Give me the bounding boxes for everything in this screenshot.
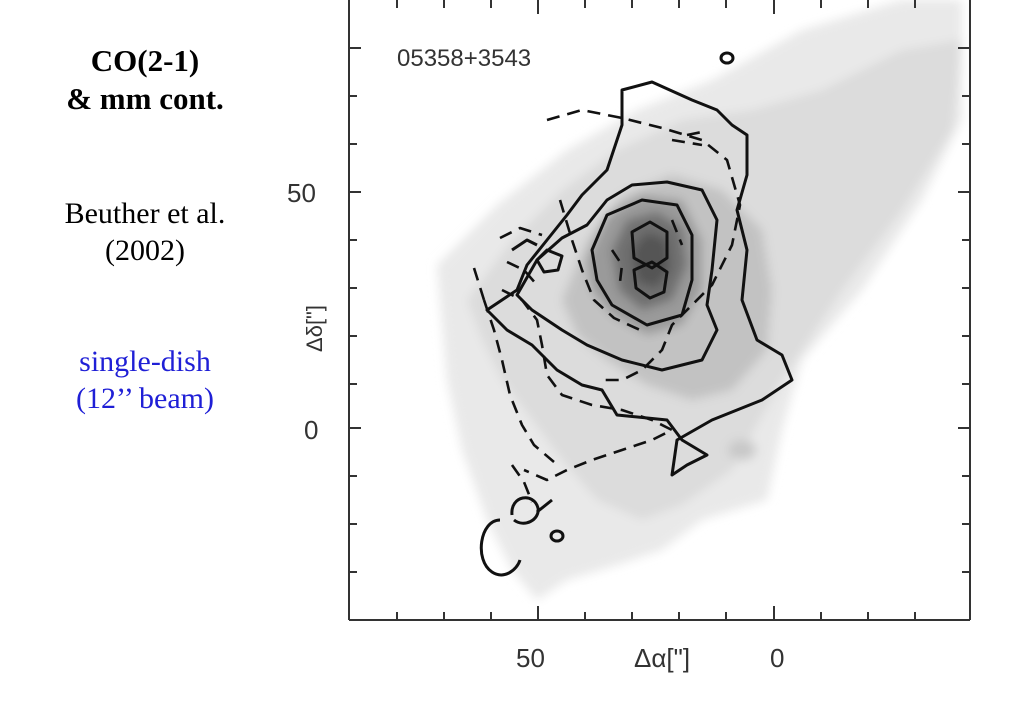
solid-contours xyxy=(479,51,794,577)
plot-frame xyxy=(348,0,971,621)
source-label: 05358+3543 xyxy=(397,45,531,72)
title-line-1: CO(2-1) xyxy=(90,43,200,78)
x-tick-label-0: 0 xyxy=(770,643,784,673)
beam-note-line-1: single-dish xyxy=(79,345,211,378)
beam-note: single-dish (12’’ beam) xyxy=(0,344,290,417)
slide-title: CO(2-1) & mm cont. xyxy=(0,42,290,118)
y-tick-label-0: 0 xyxy=(304,415,318,445)
beam-note-line-2: (12’’ beam) xyxy=(76,381,214,415)
x-axis-label: Δα["] xyxy=(634,643,690,673)
grayscale-emission xyxy=(437,0,962,600)
x-tick-label-50: 50 xyxy=(516,643,545,673)
y-axis-label: Δδ["] xyxy=(302,305,327,352)
y-tick-label-50: 50 xyxy=(287,178,316,208)
dashed-contours xyxy=(472,108,742,503)
title-line-2: & mm cont. xyxy=(66,80,224,116)
co-contour-map: 05358+3543 50 0 Δδ["] 50 Δα["] 0 xyxy=(287,0,971,673)
citation-line-2: (2002) xyxy=(105,233,185,267)
citation-line-1: Beuther et al. xyxy=(64,197,226,230)
citation: Beuther et al. (2002) xyxy=(0,196,290,269)
tick-marks xyxy=(349,0,970,620)
